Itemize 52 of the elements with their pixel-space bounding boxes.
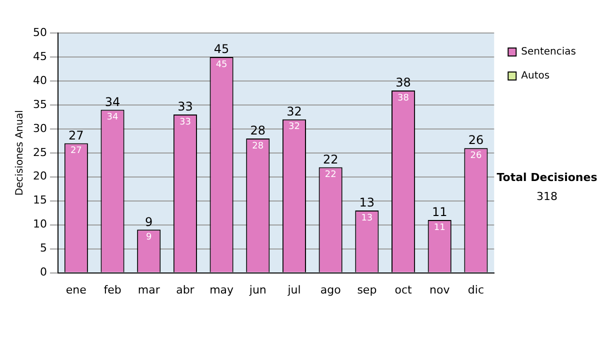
x-tick-label: ago	[320, 283, 342, 296]
x-tick-label: abr	[176, 283, 195, 296]
total-label: 45	[214, 42, 230, 56]
x-tick-label: may	[210, 283, 234, 296]
data-label: 34	[106, 112, 119, 123]
x-tick-label: ene	[66, 283, 87, 296]
x-tick-label: mar	[138, 283, 160, 296]
legend-label: Autos	[521, 70, 550, 82]
data-label: 38	[398, 93, 410, 104]
y-tick-label: 10	[32, 218, 47, 231]
y-tick-label: 35	[32, 98, 47, 111]
y-tick-label: 40	[32, 74, 47, 87]
y-tick-label: 45	[32, 50, 47, 63]
text: 318	[536, 190, 558, 203]
y-tick-label: 15	[32, 194, 47, 207]
total-label: 11	[432, 205, 448, 220]
x-tick-label: sep	[357, 283, 377, 296]
total-label: 9	[145, 214, 153, 229]
total-label: 26	[468, 133, 484, 148]
y-tick-label: 30	[32, 122, 47, 135]
total-label: 32	[286, 104, 302, 118]
text: Total Decisiones	[496, 170, 598, 184]
x-tick-label: nov	[430, 283, 450, 296]
x-tick-label: oct	[394, 283, 413, 296]
x-tick-label: jul	[286, 283, 301, 296]
y-tick-label: 0	[40, 266, 47, 279]
data-label: 27	[70, 146, 82, 156]
data-label: 26	[470, 150, 482, 161]
total-label: 38	[396, 76, 411, 90]
y-tick-label: 25	[32, 146, 47, 159]
data-label: 45	[216, 60, 228, 70]
total-label: 34	[104, 94, 120, 109]
legend-label: Sentencias	[521, 46, 576, 58]
total-label: 28	[250, 124, 266, 138]
x-tick-label: dic	[468, 283, 484, 296]
x-tick-label: jun	[248, 283, 266, 296]
y-tick-label: 5	[40, 242, 47, 255]
data-label: 33	[179, 117, 191, 128]
data-label: 13	[361, 213, 373, 224]
y-tick-label: 20	[32, 170, 47, 183]
total-label: 13	[359, 196, 375, 210]
x-tick-label: feb	[104, 283, 122, 296]
total-label: 27	[68, 128, 84, 142]
y-axis-title: Decisiones Anual	[14, 110, 26, 196]
total-label: 22	[322, 152, 338, 166]
data-label: 28	[252, 141, 264, 152]
data-label: 9	[146, 232, 152, 242]
data-label: 32	[288, 122, 300, 132]
data-label: 22	[324, 170, 336, 180]
data-label: 11	[434, 222, 446, 233]
y-tick-label: 50	[32, 26, 47, 39]
total-label: 33	[178, 100, 193, 114]
